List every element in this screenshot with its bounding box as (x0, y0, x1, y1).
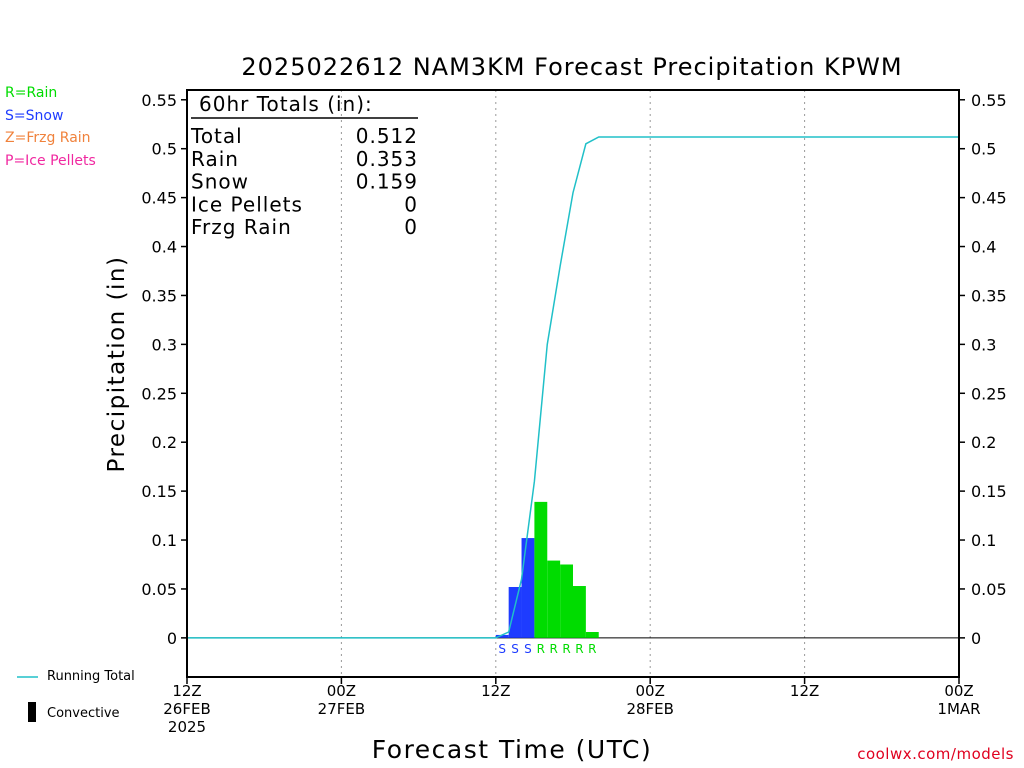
x-tick-label: 12Z (790, 682, 819, 700)
precip-type-legend: R=Rain S=Snow Z=Frzg Rain P=Ice Pellets (5, 82, 96, 172)
x-tick-label: 00Z (327, 682, 356, 700)
precip-type-label: R (588, 642, 596, 656)
x-tick-label: 00Z (944, 682, 973, 700)
precip-type-label: R (575, 642, 583, 656)
credit-link[interactable]: coolwx.com/models (857, 745, 1014, 763)
y-tick-label-left: 0.5 (152, 140, 177, 159)
convective-key-swatch (28, 702, 36, 722)
y-tick-label-left: 0.15 (141, 482, 177, 501)
legend-rain: R=Rain (5, 85, 58, 101)
y-tick-label-left: 0.55 (141, 91, 177, 110)
x-tick-label: 26FEB (163, 700, 210, 718)
totals-row-label: Total (190, 124, 243, 148)
y-tick-label-left: 0.3 (152, 335, 177, 354)
y-tick-label-right: 0.35 (971, 286, 1007, 305)
totals-row-value: 0.353 (356, 147, 418, 171)
precip-bar (560, 564, 573, 638)
y-tick-label-left: 0.2 (152, 433, 177, 452)
x-tick-label: 27FEB (318, 700, 365, 718)
totals-row-value: 0 (404, 192, 418, 216)
x-tick-label: 00Z (636, 682, 665, 700)
y-tick-label-left: 0.45 (141, 189, 177, 208)
totals-row-value: 0.512 (356, 124, 418, 148)
precip-type-label: R (537, 642, 545, 656)
precip-bar (495, 634, 509, 638)
x-tick-label: 12Z (172, 682, 201, 700)
y-tick-label-left: 0.4 (152, 238, 177, 257)
running-total-series (187, 136, 959, 639)
precip-type-label: S (524, 642, 532, 656)
totals-row-label: Rain (191, 147, 239, 171)
totals-row-value: 0.159 (356, 170, 418, 194)
totals-row-label: Frzg Rain (191, 215, 292, 239)
y-tick-label-right: 0.55 (971, 91, 1007, 110)
bar-series (495, 501, 599, 638)
plot-frame (186, 89, 960, 678)
convective-key: Convective (47, 706, 120, 721)
legend-frzg-rain: Z=Frzg Rain (5, 130, 91, 146)
y-tick-label-left: 0.05 (141, 580, 177, 599)
precip-bar (508, 586, 522, 638)
x-tick-label: 28FEB (626, 700, 673, 718)
y-axis-ticks: 0 00.05 0.050.1 0.10.15 0.150.2 0.20.25 0.250.… (141, 91, 1006, 648)
precip-bar (534, 501, 548, 638)
x-tick-label: 12Z (481, 682, 510, 700)
y-tick-label-right: 0.2 (971, 433, 996, 452)
precip-type-label: R (562, 642, 570, 656)
legend-ice-pellets: P=Ice Pellets (5, 152, 96, 169)
y-tick-label-right: 0.05 (971, 580, 1007, 599)
y-tick-label-left: 0.25 (141, 384, 177, 403)
precip-bar (585, 631, 599, 638)
precip-bar (573, 586, 586, 638)
y-tick-label-right: 0.1 (971, 531, 996, 550)
x-tick-label: 2025 (168, 718, 206, 736)
totals-heading: 60hr Totals (in): (199, 92, 373, 116)
precip-type-label: S (511, 642, 519, 656)
y-tick-label-left: 0 (167, 629, 177, 648)
y-tick-label-right: 0.4 (971, 238, 996, 257)
precip-bar (521, 538, 535, 638)
y-tick-label-right: 0.45 (971, 189, 1007, 208)
x-tick-label: 1MAR (937, 700, 980, 718)
precip-bar (547, 560, 561, 638)
y-tick-label-right: 0 (971, 629, 981, 648)
totals-row-label: Snow (191, 170, 249, 194)
running-total-key: Running Total (47, 669, 135, 684)
y-tick-label-left: 0.35 (141, 286, 177, 305)
totals-row-label: Ice Pellets (191, 192, 303, 216)
y-axis-label: Precipitation (in) (104, 256, 130, 473)
x-axis-label: Forecast Time (UTC) (372, 735, 652, 764)
legend-snow: S=Snow (5, 107, 64, 124)
running-total-line (187, 136, 959, 639)
y-tick-label-right: 0.15 (971, 482, 1007, 501)
y-tick-label-right: 0.25 (971, 384, 1007, 403)
y-tick-label-left: 0.1 (152, 531, 177, 550)
totals-row-value: 0 (404, 215, 418, 239)
precip-type-label: S (498, 642, 506, 656)
chart-title: 2025022612 NAM3KM Forecast Precipitation… (241, 53, 902, 81)
y-tick-label-right: 0.3 (971, 335, 996, 354)
precip-type-label: R (550, 642, 558, 656)
totals-box: 60hr Totals (in): Total 0.512 Rain 0.353 Snow… (190, 92, 418, 239)
y-tick-label-right: 0.5 (971, 140, 996, 159)
